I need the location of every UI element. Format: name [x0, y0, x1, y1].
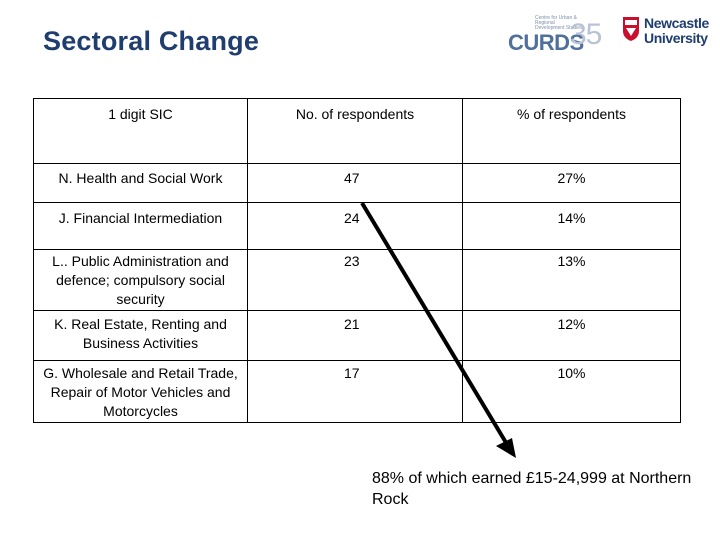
cell-count: 24 [247, 202, 463, 250]
crest-icon [623, 17, 639, 41]
cell-sic: L.. Public Administration and defence; c… [33, 249, 248, 311]
header-count: No. of respondents [247, 98, 463, 164]
annotation-note: 88% of which earned £15-24,999 at Northe… [372, 470, 692, 508]
cell-percent: 13% [462, 249, 681, 311]
newcastle-university-logo: Newcastle University [622, 14, 714, 50]
cell-sic: G. Wholesale and Retail Trade, Repair of… [33, 360, 248, 423]
cell-count: 23 [247, 249, 463, 311]
newcastle-line2: University [644, 30, 708, 46]
curds-anniversary: 35 [570, 18, 602, 51]
cell-count: 21 [247, 310, 463, 361]
table-row: J. Financial Intermediation 24 14% [33, 202, 681, 250]
curds-tagline: Centre for Urban & Regional Development … [535, 15, 583, 31]
table-row: G. Wholesale and Retail Trade, Repair of… [33, 360, 681, 423]
cell-count: 17 [247, 360, 463, 423]
sic-table: 1 digit SIC No. of respondents % of resp… [33, 98, 681, 423]
newcastle-line1: Newcastle [644, 15, 709, 31]
curds-wordmark: CURDS [508, 30, 584, 55]
arrow-line [360, 201, 510, 448]
cell-count: 47 [247, 163, 463, 203]
table-row: L.. Public Administration and defence; c… [33, 249, 681, 311]
header-sic: 1 digit SIC [33, 98, 248, 164]
cell-percent: 12% [462, 310, 681, 361]
cell-sic: N. Health and Social Work [33, 163, 248, 203]
arrow-head-icon [496, 438, 516, 458]
cell-percent: 10% [462, 360, 681, 423]
cell-percent: 14% [462, 202, 681, 250]
curds-logo: Centre for Urban & Regional Development … [506, 14, 614, 56]
slide-title: Sectoral Change [43, 26, 260, 56]
header-percent: % of respondents [462, 98, 681, 164]
table-header-row: 1 digit SIC No. of respondents % of resp… [33, 98, 681, 164]
cell-percent: 27% [462, 163, 681, 203]
table-row: N. Health and Social Work 47 27% [33, 163, 681, 203]
table-row: K. Real Estate, Renting and Business Act… [33, 310, 681, 361]
cell-sic: J. Financial Intermediation [33, 202, 248, 250]
cell-sic: K. Real Estate, Renting and Business Act… [33, 310, 248, 361]
